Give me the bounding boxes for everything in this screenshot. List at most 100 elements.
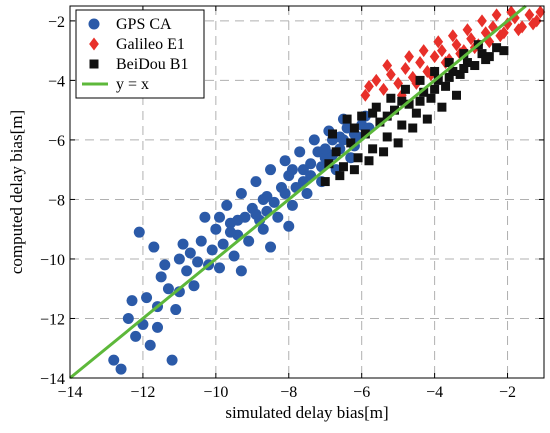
x-tick-label: −12: [130, 384, 155, 401]
beidou-b1-point: [441, 81, 451, 91]
gps-ca-point: [265, 164, 277, 176]
legend-marker-beidou-b1: [89, 59, 99, 69]
x-tick-label: −14: [57, 384, 82, 401]
gps-ca-point: [334, 131, 346, 143]
beidou-b1-point: [346, 138, 356, 148]
beidou-b1-point: [492, 43, 502, 53]
beidou-b1-point: [451, 90, 461, 100]
beidou-b1-point: [328, 129, 338, 139]
x-ticks: −14 −12 −10 −8 −6 −4 −2: [57, 6, 516, 401]
y-equals-x-line: [69, 4, 527, 380]
galileo-e1-point: [506, 5, 517, 19]
beidou-b1-point: [342, 114, 352, 124]
y-tick-label: −2: [48, 14, 65, 31]
gps-ca-point: [235, 265, 247, 277]
y-axis-label: computed delay bias[m]: [7, 110, 26, 274]
galileo-e1-point: [491, 8, 502, 22]
legend-label-gps-ca: GPS CA: [116, 16, 172, 33]
gps-ca-point: [217, 238, 229, 250]
beidou-b1-point: [404, 99, 414, 109]
gps-ca-point: [166, 354, 178, 366]
beidou-b1-point: [455, 69, 465, 79]
legend-label-y-x: y = x: [116, 76, 149, 93]
y-tick-label: −8: [48, 192, 65, 209]
beidou-b1-point: [444, 72, 454, 82]
beidou-b1-point: [335, 171, 345, 181]
galileo-e1-point: [495, 29, 506, 43]
beidou-b1-point: [393, 138, 403, 148]
beidou-b1-point: [375, 117, 385, 127]
gps-ca-point: [148, 241, 160, 253]
gps-ca-point: [232, 214, 244, 226]
gps-ca-point: [257, 193, 269, 205]
gps-ca-point: [144, 339, 156, 351]
beidou-b1-point: [470, 61, 480, 71]
gps-ca-point: [224, 226, 236, 238]
beidou-b1-point: [437, 102, 447, 112]
beidou-b1-point: [320, 177, 330, 187]
gps-ca-point: [283, 220, 295, 232]
beidou-b1-point: [433, 75, 443, 85]
gps-ca-point: [297, 164, 309, 176]
y-tick-label: −10: [40, 252, 65, 269]
gps-ca-point: [115, 363, 127, 375]
beidou-b1-point: [430, 84, 440, 94]
gps-ca-point: [195, 235, 207, 247]
galileo-e1-point: [418, 44, 429, 58]
galileo-e1-point: [382, 59, 393, 73]
beidou-b1-point: [331, 147, 341, 157]
gps-ca-point: [221, 199, 233, 211]
gps-ca-point: [192, 256, 204, 268]
galileo-e1-point: [385, 67, 396, 81]
x-axis-label: simulated delay bias[m]: [225, 403, 388, 422]
plot-frame: [69, 5, 545, 379]
beidou-b1-point: [459, 49, 469, 59]
gps-ca-point: [152, 321, 164, 333]
beidou-b1-point: [357, 111, 367, 121]
galileo-e1-point: [466, 32, 476, 46]
gps-ca-point: [155, 271, 167, 283]
gps-ca-point: [108, 354, 120, 366]
beidou-b1-point: [448, 66, 458, 76]
galileo-e1-point: [451, 38, 462, 52]
galileo-e1-point: [524, 8, 535, 22]
galileo-e1-point: [404, 50, 414, 64]
gps-ca-point: [243, 235, 255, 247]
beidou-b1-point: [360, 129, 370, 139]
beidou-b1-point: [353, 153, 363, 163]
galileo-e1-point: [499, 26, 509, 40]
beidou-b1-point: [426, 93, 436, 103]
legend-label-galileo-e1: Galileo E1: [116, 36, 185, 53]
gps-ca-point: [301, 187, 313, 199]
gps-ca-point: [173, 286, 185, 298]
galileo-e1-point: [477, 14, 487, 28]
legend: GPS CA Galileo E1 BeiDou B1 y = x: [75, 9, 205, 99]
beidou-b1-point: [411, 108, 421, 118]
legend-marker-galileo-e1: [89, 37, 99, 51]
gps-ca-point: [122, 312, 134, 324]
beidou-b1-point: [481, 55, 491, 65]
beidou-b1-point: [368, 108, 378, 118]
x-tick-label: −2: [499, 384, 516, 401]
beidou-b1-point: [408, 123, 418, 133]
gps-ca-point: [177, 238, 189, 250]
gps-ca-point: [272, 211, 284, 223]
beidou-b1-point: [349, 165, 359, 175]
legend-label-beidou-b1: BeiDou B1: [116, 56, 188, 73]
gps-ca-point: [206, 244, 218, 256]
beidou-b1-point: [400, 84, 410, 94]
beidou-b1-point: [338, 162, 348, 172]
galileo-e1-point: [364, 79, 374, 93]
gps-ca-point: [173, 253, 185, 265]
gps-ca-point: [133, 226, 145, 238]
gps-ca-point: [213, 262, 225, 274]
beidou-b1-point: [379, 147, 389, 157]
gps-ca-point: [268, 196, 280, 208]
gps-ca-point: [162, 283, 174, 295]
y-ticks: −14 −12 −10 −8 −6 −4 −2: [40, 14, 544, 388]
beidou-b1-point: [364, 156, 374, 166]
x-tick-label: −6: [353, 384, 370, 401]
galileo-e1-point: [429, 50, 440, 64]
beidou-b1-point: [459, 63, 469, 73]
x-tick-label: −8: [280, 384, 297, 401]
